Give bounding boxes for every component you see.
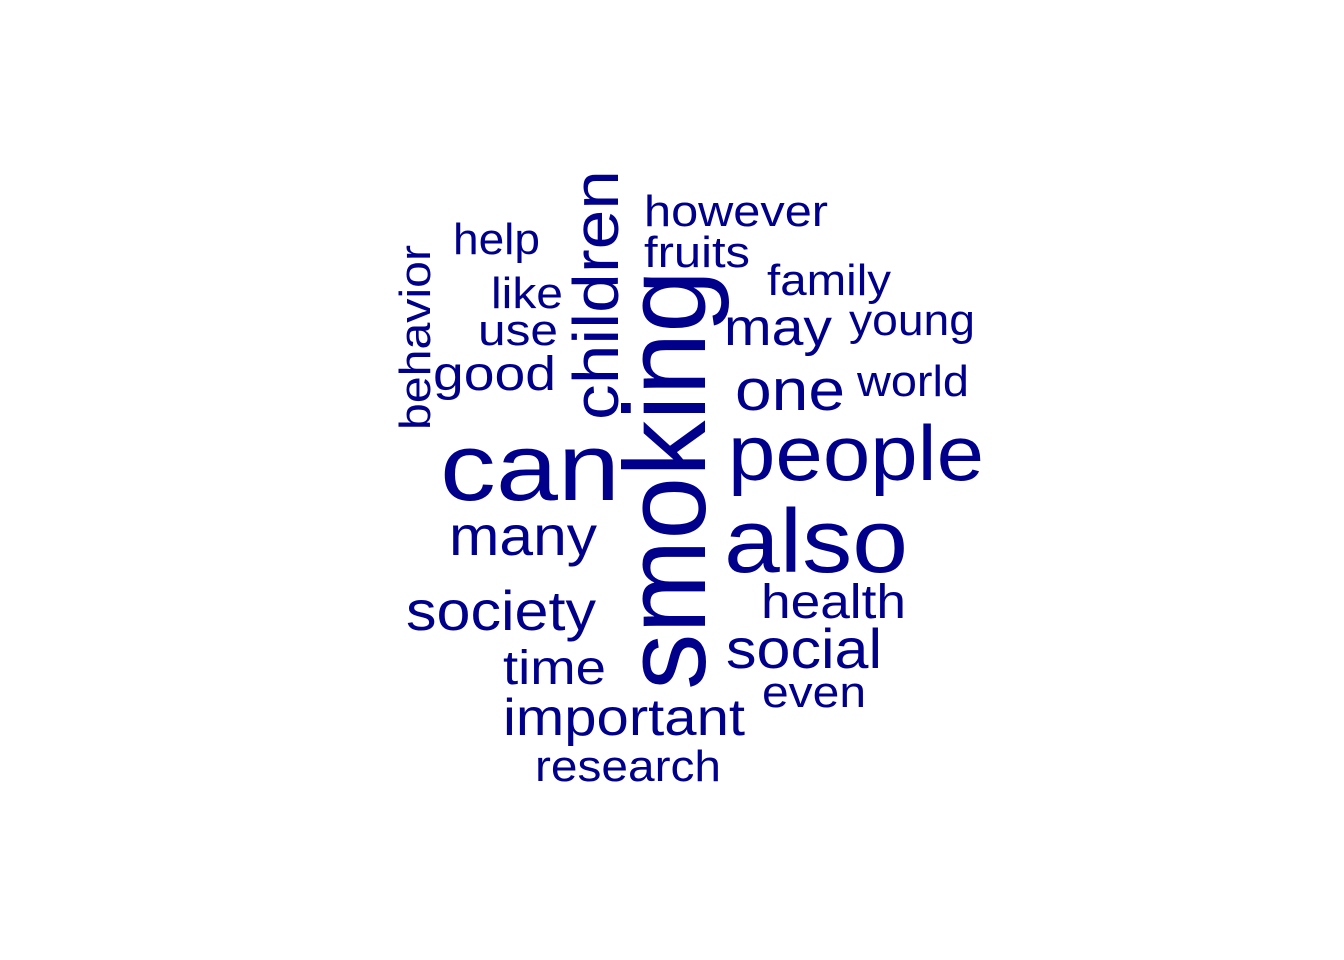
word-behavior: behavior <box>391 245 440 430</box>
word-fruits: fruits <box>644 228 750 277</box>
word-health: health <box>761 576 906 629</box>
word-good: good <box>433 348 556 401</box>
word-children: children <box>560 170 632 420</box>
word-society: society <box>406 579 596 642</box>
word-help: help <box>453 215 540 264</box>
word-may: may <box>724 299 832 357</box>
word-can: can <box>440 414 620 521</box>
word-use: use <box>478 306 558 355</box>
word-smoking: smoking <box>600 270 730 690</box>
word-one: one <box>735 358 845 423</box>
word-time: time <box>503 642 606 695</box>
word-however: however <box>644 187 828 236</box>
word-like: like <box>491 269 563 318</box>
word-even: even <box>762 668 866 717</box>
word-social: social <box>726 617 882 680</box>
word-young: young <box>849 296 975 345</box>
word-also: also <box>724 492 908 592</box>
word-research: research <box>535 742 721 791</box>
word-people: people <box>728 409 984 497</box>
word-world: world <box>856 357 969 406</box>
word-family: family <box>767 256 891 305</box>
word-many: many <box>449 504 597 567</box>
word-important: important <box>503 689 746 747</box>
